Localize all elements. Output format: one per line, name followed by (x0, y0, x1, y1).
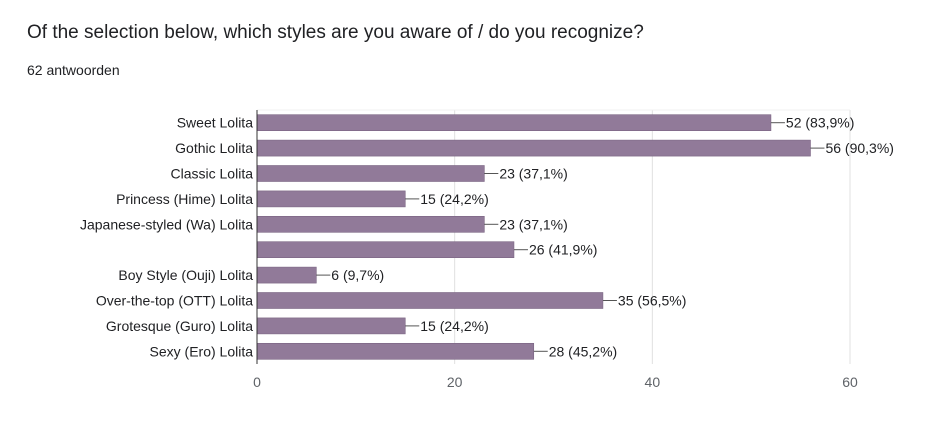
data-label: 15 (24,2%) (420, 191, 488, 207)
data-label: 28 (45,2%) (549, 343, 617, 359)
bar (256, 317, 406, 335)
x-tick-label: 20 (447, 374, 463, 390)
category-label: Classic Lolita (171, 166, 254, 182)
bar (256, 241, 515, 258)
category-label: Sweet Lolita (177, 115, 253, 131)
x-tick-label: 60 (842, 374, 858, 390)
category-label: Japanese-styled (Wa) Lolita (80, 216, 253, 232)
data-label: 35 (56,5%) (618, 293, 686, 309)
x-tick-label: 40 (645, 374, 661, 390)
category-label: Over-the-top (OTT) Lolita (96, 293, 253, 309)
bar (256, 216, 485, 233)
x-tick-label: 0 (253, 374, 261, 390)
data-label: 23 (37,1%) (499, 216, 567, 232)
category-labels: Sweet Lolita Gothic Lolita Classic Lolita P… (80, 115, 253, 360)
bar (256, 165, 485, 182)
data-label: 52 (83,9%) (786, 115, 854, 131)
bar (256, 114, 772, 131)
data-label: 56 (90,3%) (825, 140, 893, 156)
response-count: 62 antwoorden (27, 62, 120, 78)
category-label: Boy Style (Ouji) Lolita (118, 267, 253, 283)
data-label: 6 (9,7%) (331, 267, 384, 283)
category-label: Princess (Hime) Lolita (116, 191, 253, 207)
data-label: 15 (24,2%) (420, 318, 488, 334)
x-tick-labels: 0 20 40 60 (253, 374, 858, 390)
bar (256, 292, 604, 309)
bar (256, 266, 317, 284)
category-label: Gothic Lolita (175, 140, 253, 156)
bar (256, 139, 811, 157)
category-label: Grotesque (Guro) Lolita (106, 318, 253, 334)
bars: 52 (83,9%) 56 (90,3%) 23 (37,1%) 15 (24,2%)… (256, 114, 894, 360)
category-label: Sexy (Ero) Lolita (150, 343, 254, 359)
data-label: 26 (41,9%) (529, 242, 597, 258)
question-title: Of the selection below, which styles are… (27, 22, 644, 43)
data-label: 23 (37,1%) (499, 166, 567, 182)
bar (256, 190, 406, 208)
bar (256, 342, 535, 360)
